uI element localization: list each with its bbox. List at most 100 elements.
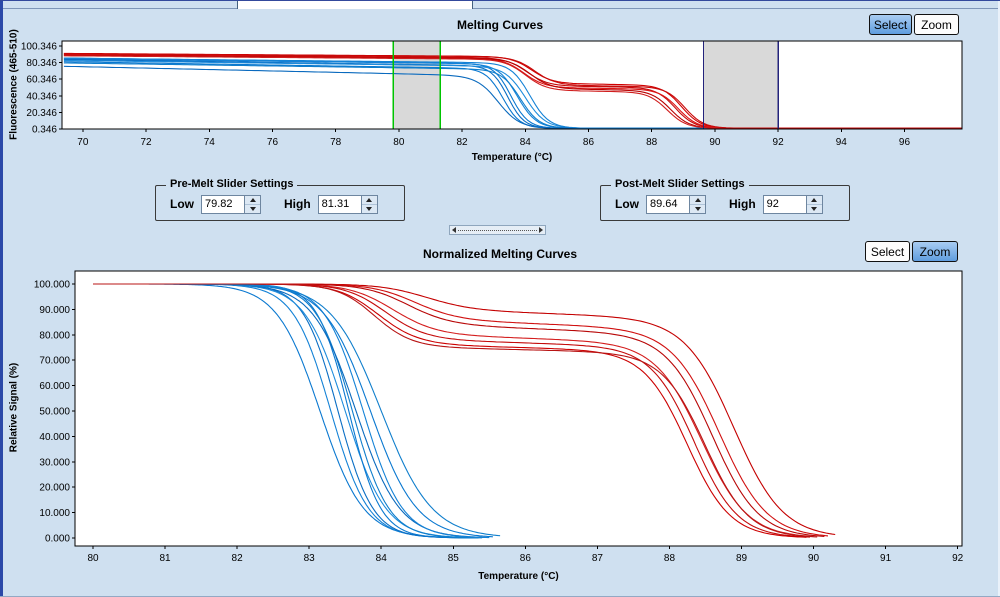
x-tick-label: 80 bbox=[87, 553, 99, 564]
y-tick-label: 20.346 bbox=[26, 108, 57, 119]
post-melt-low-down-button[interactable] bbox=[690, 204, 705, 213]
y-tick-label: 40.000 bbox=[39, 432, 70, 443]
active-tab-edge[interactable] bbox=[237, 1, 473, 9]
x-tick-label: 90 bbox=[709, 137, 721, 148]
x-tick-label: 86 bbox=[583, 137, 595, 148]
up-arrow-icon bbox=[811, 197, 818, 202]
pre-melt-low-spin-buttons bbox=[245, 194, 261, 214]
pre-melt-low-spinner bbox=[201, 194, 261, 214]
x-tick-label: 89 bbox=[736, 553, 748, 564]
y-tick-label: 20.000 bbox=[39, 483, 70, 494]
plot-border bbox=[61, 40, 963, 130]
top-select-button[interactable]: Select bbox=[869, 14, 912, 35]
up-arrow-icon bbox=[249, 197, 256, 202]
x-tick-label: 78 bbox=[330, 137, 342, 148]
pre-melt-low-input[interactable] bbox=[201, 194, 245, 214]
down-arrow-icon bbox=[249, 206, 256, 211]
melt-curve-red bbox=[63, 53, 962, 129]
x-tick-label: 88 bbox=[664, 553, 676, 564]
x-tick-label: 82 bbox=[232, 553, 244, 564]
y-tick-label: 100.000 bbox=[34, 279, 71, 290]
y-tick-label: 40.346 bbox=[26, 91, 57, 102]
y-tick-label: 0.000 bbox=[45, 533, 70, 544]
top-chart-title: Melting Curves bbox=[456, 18, 543, 32]
pre-melt-high-down-button[interactable] bbox=[361, 204, 377, 213]
pre-melt-group-title: Pre-Melt Slider Settings bbox=[166, 178, 298, 190]
y-tick-label: 100.346 bbox=[21, 42, 58, 53]
pre-melt-low-up-button[interactable] bbox=[245, 195, 260, 205]
x-tick-label: 96 bbox=[899, 137, 911, 148]
post-melt-low-spin-buttons bbox=[690, 194, 706, 214]
down-arrow-icon bbox=[811, 206, 818, 211]
x-tick-label: 80 bbox=[393, 137, 405, 148]
normalized-melting-curves-chart: 80 81 82 83 84 85 86 87 88 89 90 91 92 0.000 10.000 20.… bbox=[34, 270, 964, 582]
pre-melt-high-spin-buttons bbox=[361, 194, 378, 214]
x-tick-label: 85 bbox=[448, 553, 460, 564]
x-tick-label: 76 bbox=[267, 137, 279, 148]
post-melt-high-spinner bbox=[762, 194, 823, 214]
y-tick-label: 0.346 bbox=[32, 125, 57, 136]
post-melt-low-spinner bbox=[646, 194, 706, 214]
pre-melt-low-label: Low bbox=[170, 197, 194, 211]
top-zoom-button[interactable]: Zoom bbox=[914, 14, 959, 35]
scroll-track[interactable] bbox=[458, 229, 537, 231]
bottom-zoom-button[interactable]: Zoom bbox=[912, 241, 958, 262]
pre-melt-high-up-button[interactable] bbox=[361, 195, 377, 205]
x-tick-label: 92 bbox=[952, 553, 964, 564]
pre-melt-high-input[interactable] bbox=[317, 194, 362, 214]
pre-melt-high-label: High bbox=[284, 197, 311, 211]
x-axis-label: Temperature (°C) bbox=[478, 571, 559, 582]
scroll-left-icon[interactable] bbox=[452, 227, 456, 233]
x-tick-label: 86 bbox=[520, 553, 532, 564]
x-tick-label: 83 bbox=[304, 553, 316, 564]
x-tick-label: 94 bbox=[836, 137, 848, 148]
x-tick-label: 70 bbox=[77, 137, 89, 148]
scroll-right-icon[interactable] bbox=[539, 227, 543, 233]
post-melt-low-up-button[interactable] bbox=[690, 195, 705, 205]
plot-area bbox=[75, 271, 962, 546]
post-melt-high-label: High bbox=[729, 197, 756, 211]
y-tick-label: 60.346 bbox=[26, 75, 57, 86]
post-melt-slider-settings-group: Post-Melt Slider Settings Low High bbox=[600, 178, 850, 221]
post-melt-band bbox=[703, 41, 779, 129]
y-tick-label: 80.000 bbox=[39, 330, 70, 341]
melt-curve-red bbox=[93, 283, 818, 538]
x-tick-label: 90 bbox=[808, 553, 820, 564]
pre-melt-high-spinner bbox=[317, 194, 378, 214]
tab-strip-divider bbox=[0, 8, 1000, 9]
x-tick-label: 91 bbox=[880, 553, 892, 564]
post-melt-high-up-button[interactable] bbox=[806, 195, 822, 205]
window-right-border bbox=[998, 1, 1000, 597]
x-tick-label: 72 bbox=[140, 137, 152, 148]
y-tick-label: 90.000 bbox=[39, 305, 70, 316]
post-melt-low-input[interactable] bbox=[646, 194, 690, 214]
x-tick-label: 84 bbox=[376, 553, 388, 564]
up-arrow-icon bbox=[694, 197, 701, 202]
y-tick-label: 50.000 bbox=[39, 406, 70, 417]
y-tick-label: 70.000 bbox=[39, 356, 70, 367]
x-tick-label: 82 bbox=[457, 137, 469, 148]
post-melt-high-spin-buttons bbox=[806, 194, 823, 214]
plot-border bbox=[74, 270, 963, 547]
x-axis-label: Temperature (°C) bbox=[472, 152, 553, 163]
x-tick-label: 88 bbox=[646, 137, 658, 148]
down-arrow-icon bbox=[694, 206, 701, 211]
post-melt-high-down-button[interactable] bbox=[806, 204, 822, 213]
x-tick-label: 81 bbox=[160, 553, 172, 564]
x-tick-label: 84 bbox=[520, 137, 532, 148]
x-tick-label: 74 bbox=[204, 137, 216, 148]
down-arrow-icon bbox=[366, 206, 373, 211]
bottom-select-button[interactable]: Select bbox=[865, 241, 910, 262]
post-melt-low-label: Low bbox=[615, 197, 639, 211]
x-tick-label: 87 bbox=[592, 553, 604, 564]
window-left-border bbox=[0, 1, 3, 597]
y-tick-label: 10.000 bbox=[39, 508, 70, 519]
y-tick-label: 60.000 bbox=[39, 381, 70, 392]
pre-melt-low-down-button[interactable] bbox=[245, 204, 260, 213]
y-tick-label: 30.000 bbox=[39, 457, 70, 468]
pre-melt-slider-settings-group: Pre-Melt Slider Settings Low High bbox=[155, 178, 405, 221]
pre-melt-band bbox=[393, 41, 441, 129]
post-melt-high-input[interactable] bbox=[762, 194, 807, 214]
chart-pan-scrollbar[interactable] bbox=[449, 225, 546, 235]
